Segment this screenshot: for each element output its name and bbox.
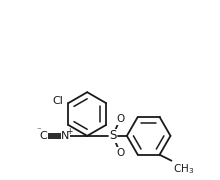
Text: C: C bbox=[40, 131, 48, 141]
Text: +: + bbox=[67, 127, 73, 136]
Text: S: S bbox=[109, 129, 117, 142]
Text: ⁻: ⁻ bbox=[36, 126, 41, 135]
Text: O: O bbox=[117, 148, 125, 158]
Text: Cl: Cl bbox=[52, 96, 63, 106]
Text: CH$_3$: CH$_3$ bbox=[173, 163, 195, 176]
Text: O: O bbox=[117, 114, 125, 124]
Text: N: N bbox=[61, 131, 70, 141]
